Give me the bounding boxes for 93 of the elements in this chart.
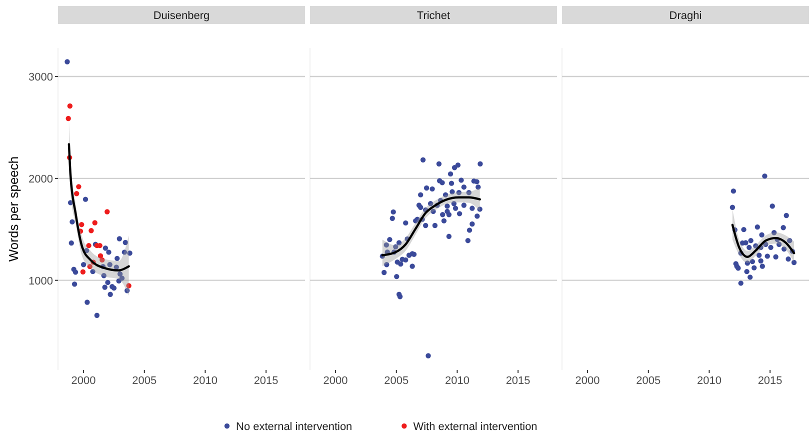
point xyxy=(98,253,104,258)
point xyxy=(744,260,750,266)
point xyxy=(80,269,86,274)
point xyxy=(87,264,92,270)
point xyxy=(758,258,764,264)
point xyxy=(76,184,82,190)
x-tick-label: 2010 xyxy=(696,375,722,387)
point xyxy=(738,280,744,286)
point xyxy=(763,242,768,247)
point xyxy=(746,244,752,250)
x-tick-label: 2015 xyxy=(758,375,782,387)
point xyxy=(753,243,758,248)
point xyxy=(787,238,792,244)
point xyxy=(760,264,765,269)
point xyxy=(122,240,128,246)
point xyxy=(750,258,756,264)
point xyxy=(124,288,130,294)
point xyxy=(116,278,122,284)
point xyxy=(68,240,74,246)
point xyxy=(107,262,112,268)
point xyxy=(101,273,106,278)
point xyxy=(82,196,88,202)
point xyxy=(80,262,86,268)
point xyxy=(744,268,750,274)
point xyxy=(88,228,94,234)
point xyxy=(759,232,764,238)
x-tick-label: 2015 xyxy=(254,375,278,387)
point xyxy=(117,271,123,277)
point xyxy=(770,204,775,209)
point xyxy=(67,103,73,109)
chart-title: Duisenberg xyxy=(153,10,210,22)
point xyxy=(90,268,96,274)
x-tick-label: 2010 xyxy=(192,375,218,387)
point xyxy=(754,224,760,230)
point xyxy=(791,260,797,266)
point xyxy=(70,219,75,224)
point xyxy=(102,284,108,290)
x-tick-label: 2000 xyxy=(71,375,96,387)
point xyxy=(741,226,746,232)
point xyxy=(86,242,92,248)
point xyxy=(762,173,768,179)
point xyxy=(730,188,736,194)
point xyxy=(786,256,791,262)
point xyxy=(106,250,112,255)
point xyxy=(730,204,736,210)
point xyxy=(773,254,778,260)
y-tick-label: 1000 xyxy=(28,275,53,288)
point xyxy=(102,246,108,251)
y-tick-label: 2000 xyxy=(28,173,53,186)
chart-title: Draghi xyxy=(669,10,702,22)
x-tick-label: 2015 xyxy=(506,375,530,387)
point xyxy=(79,222,84,228)
point xyxy=(771,230,777,236)
chart-title: Trichet xyxy=(416,10,450,22)
point xyxy=(748,274,753,280)
point xyxy=(768,244,774,250)
point xyxy=(781,246,787,252)
point xyxy=(92,220,98,226)
point xyxy=(748,238,754,244)
point xyxy=(84,300,90,305)
y-axis-title: Words per speech xyxy=(6,156,21,262)
point xyxy=(776,242,782,247)
legend-label: With external intervention xyxy=(413,421,538,433)
x-tick-label: 2005 xyxy=(384,375,409,387)
x-tick-label: 2000 xyxy=(323,375,348,387)
point xyxy=(108,292,113,297)
point xyxy=(66,116,71,122)
point xyxy=(764,254,770,259)
point xyxy=(94,312,100,318)
point xyxy=(64,59,70,64)
legend-label: No external intervention xyxy=(236,421,352,433)
point xyxy=(126,283,132,288)
x-tick-label: 2005 xyxy=(636,375,661,387)
point xyxy=(752,265,757,270)
point xyxy=(72,282,78,287)
x-tick-label: 2010 xyxy=(444,375,470,387)
point xyxy=(100,257,105,263)
x-tick-label: 2005 xyxy=(132,375,157,387)
point xyxy=(780,225,786,230)
point xyxy=(756,252,762,258)
point xyxy=(127,250,132,256)
point xyxy=(104,209,110,214)
point xyxy=(122,250,128,255)
x-tick-label: 2000 xyxy=(575,375,600,387)
point xyxy=(114,256,120,262)
point xyxy=(74,191,80,196)
point xyxy=(105,280,110,286)
point xyxy=(784,212,789,218)
point xyxy=(72,270,78,275)
point xyxy=(743,240,748,246)
y-tick-label: 3000 xyxy=(28,72,53,84)
point xyxy=(116,236,122,242)
point xyxy=(68,200,74,206)
